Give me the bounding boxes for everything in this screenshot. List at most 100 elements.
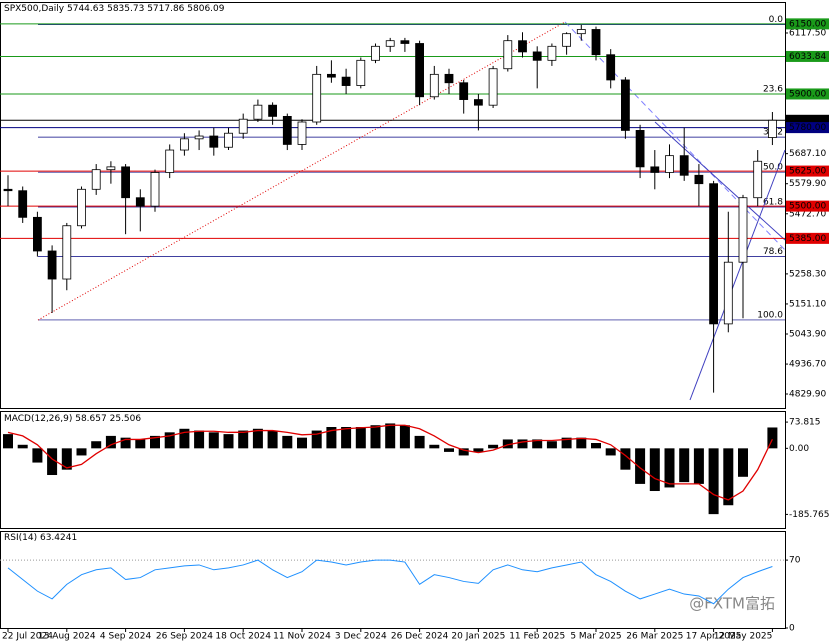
main-panel (0, 2, 786, 409)
candle-body (3, 188, 13, 192)
level-box (786, 114, 829, 126)
macd-bar (208, 432, 219, 449)
x-tick-label: 3 Dec 2024 (335, 632, 387, 642)
y-tick-label: 0.00 (789, 444, 809, 454)
macd-bar (164, 432, 175, 449)
fib-label: 23.6 (763, 84, 783, 94)
fib-label: 0.0 (769, 15, 784, 25)
level-label: 5900.00 (789, 89, 826, 99)
level-box (786, 88, 829, 100)
x-tick-label: 18 Oct 2024 (215, 632, 271, 642)
macd-bar (311, 430, 322, 449)
y-tick-label: 70 (789, 556, 801, 566)
y-tick-label: 4936.70 (789, 360, 826, 370)
candle-body (371, 45, 380, 61)
macd-bar (179, 428, 190, 449)
candle-body (635, 130, 645, 168)
candle-body (562, 33, 571, 47)
x-tick-label: 20 Jan 2025 (451, 632, 505, 642)
candle-body (679, 155, 689, 176)
macd-value: 58.657 (75, 414, 107, 424)
candle-body (488, 68, 498, 106)
level-box (786, 122, 829, 134)
macd-panel (0, 411, 786, 529)
level-box (786, 50, 829, 62)
trend-line (37, 21, 566, 321)
macd-bar (3, 434, 13, 449)
macd-bar (252, 428, 263, 449)
level-label: 5385.00 (789, 234, 826, 244)
candle-body (738, 197, 748, 263)
candle-body (606, 54, 616, 81)
y-tick-label: 5687.10 (789, 149, 826, 159)
level-label: 5806.09 (789, 116, 826, 126)
candle-body (194, 135, 204, 140)
macd-bar (32, 448, 43, 463)
macd-bar (267, 430, 278, 449)
ohlc-value: 5744.63 (67, 4, 104, 14)
candle-body (341, 76, 351, 86)
level-label: 5780.00 (789, 123, 826, 133)
candle-body (415, 43, 425, 98)
candle-body (385, 40, 395, 47)
macd-bar (517, 439, 528, 449)
candle-body (665, 155, 674, 173)
candle-body (753, 160, 763, 199)
macd-bar (444, 448, 454, 452)
macd-bar (723, 448, 734, 506)
macd-bar (385, 423, 396, 449)
macd-title: MACD(12,26,9) (4, 414, 72, 424)
candle-body (459, 82, 469, 100)
macd-bar (370, 425, 381, 449)
level-label: 5500.00 (789, 202, 826, 212)
x-tick-label: 17 Apr 2025 (686, 632, 742, 642)
candle-body (650, 166, 660, 173)
macd-bar (561, 437, 572, 449)
macd-bar (738, 448, 748, 477)
ohlc-value: 5835.73 (107, 4, 144, 14)
candle-body (723, 261, 733, 325)
macd-bar (620, 448, 631, 470)
y-tick-label: 0 (789, 624, 795, 634)
signal-line (7, 424, 773, 501)
chart-header: SPX500,Daily 5744.63 5835.73 5717.86 580… (4, 4, 225, 14)
macd-bar (135, 439, 146, 449)
y-tick-label: 6117.50 (789, 28, 826, 38)
y-tick-label: 4829.90 (789, 390, 826, 400)
macd-bar (576, 437, 587, 449)
candle-body (444, 73, 454, 84)
level-box (786, 18, 829, 30)
macd-bar (120, 437, 131, 449)
macd-bar (605, 448, 616, 456)
rsi-header: RSI(14) 63.4241 (4, 533, 77, 543)
candle-body (709, 183, 718, 325)
trend-line (654, 121, 786, 241)
macd-bar (488, 444, 499, 449)
macd-bar (47, 448, 58, 476)
macd-bar (458, 448, 469, 456)
candle-body (768, 119, 777, 138)
macd-bar (76, 448, 87, 456)
x-tick-label: 22 Jul 2024 (2, 632, 53, 642)
macd-bar (767, 427, 778, 449)
candle-body (179, 138, 189, 151)
rsi-title: RSI(14) (4, 533, 37, 543)
candle-body (356, 59, 366, 86)
macd-bar (591, 443, 601, 449)
macd-bar (326, 427, 337, 449)
candle-body (532, 51, 542, 61)
macd-bar (502, 439, 513, 449)
x-tick-label: 11 Nov 2024 (273, 632, 331, 642)
x-tick-label: 11 Feb 2025 (509, 632, 565, 642)
candle-body (47, 250, 57, 280)
y-tick-label: 5258.30 (789, 269, 826, 279)
y-tick-label: 5579.90 (789, 179, 826, 189)
macd-bar (105, 435, 116, 449)
x-tick-label: 26 Dec 2024 (391, 632, 449, 642)
macd-bar (355, 427, 366, 449)
candle-body (18, 190, 28, 218)
macd-bar (429, 444, 440, 449)
candle-body (150, 172, 160, 207)
macd-bar (546, 441, 557, 449)
